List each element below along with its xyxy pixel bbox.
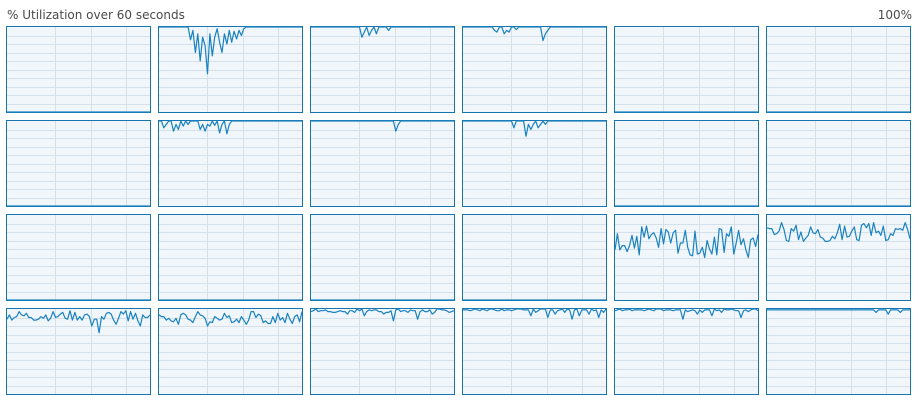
core-graph-svg (462, 214, 607, 301)
core-graph (766, 214, 911, 301)
core-graph (766, 120, 911, 207)
core-graph-svg (614, 120, 759, 207)
utilization-line (6, 310, 151, 334)
core-graph-svg (310, 26, 455, 113)
core-graph-svg (462, 308, 607, 395)
max-scale-label: 100% (877, 8, 912, 22)
core-graph-svg (6, 120, 151, 207)
core-graph-svg (158, 26, 303, 113)
core-graph-svg (766, 120, 911, 207)
core-graph (614, 308, 759, 395)
utilization-line (159, 26, 302, 75)
utilization-line (463, 308, 607, 320)
core-graph (614, 214, 759, 301)
graph-frame (614, 308, 759, 395)
utilization-line (463, 26, 606, 42)
core-graph-svg (310, 120, 455, 207)
utilization-line (463, 120, 606, 137)
core-graph-svg (310, 214, 455, 301)
graph-frame (6, 214, 151, 301)
utilization-line (614, 225, 759, 259)
core-graph-svg (310, 308, 455, 395)
core-graph-svg (158, 214, 303, 301)
graph-frame (158, 214, 303, 301)
graph-frame (310, 26, 455, 113)
core-graph-svg (614, 214, 759, 301)
graph-frame (6, 120, 151, 207)
core-graph (310, 214, 455, 301)
core-graph (462, 26, 607, 113)
core-graph-svg (6, 308, 151, 395)
graph-frame (158, 120, 303, 207)
core-graph (766, 308, 911, 395)
graph-frame (462, 120, 607, 207)
core-graph-svg (462, 26, 607, 113)
graph-frame (614, 214, 759, 301)
core-graph-svg (158, 120, 303, 207)
core-graph-svg (766, 214, 911, 301)
core-graph (6, 26, 151, 113)
core-graph-svg (462, 120, 607, 207)
utilization-line (158, 311, 303, 327)
core-graph (310, 308, 455, 395)
utilization-line (766, 222, 911, 242)
graph-frame (310, 308, 455, 395)
core-graph-svg (766, 308, 911, 395)
graph-frame (614, 26, 759, 113)
core-graph (614, 26, 759, 113)
core-graph (310, 120, 455, 207)
graph-frame (462, 214, 607, 301)
core-graph (614, 120, 759, 207)
graph-frame (766, 26, 911, 113)
utilization-line (767, 309, 910, 315)
core-graph (6, 214, 151, 301)
core-graph (462, 120, 607, 207)
core-graph-svg (158, 308, 303, 395)
utilization-line (614, 308, 759, 320)
core-graph (6, 120, 151, 207)
core-graph-svg (766, 26, 911, 113)
core-graph-svg (6, 26, 151, 113)
core-graph-grid (6, 26, 914, 397)
core-graph-svg (614, 26, 759, 113)
graph-frame (462, 308, 607, 395)
graph-frame (614, 120, 759, 207)
graph-title: % Utilization over 60 seconds (7, 8, 185, 22)
utilization-line (159, 120, 302, 135)
core-graph (462, 308, 607, 395)
graph-frame (158, 26, 303, 113)
graph-frame (766, 120, 911, 207)
graph-frame (462, 26, 607, 113)
graph-frame (158, 308, 303, 395)
core-graph (766, 26, 911, 113)
core-graph (158, 120, 303, 207)
core-graph (6, 308, 151, 395)
graph-frame (766, 308, 911, 395)
core-graph-svg (6, 214, 151, 301)
utilization-line (310, 308, 455, 322)
graph-frame (310, 214, 455, 301)
utilization-line (311, 26, 454, 38)
core-graph (158, 308, 303, 395)
core-graph-svg (614, 308, 759, 395)
graph-frame (310, 120, 455, 207)
core-graph (158, 214, 303, 301)
core-graph (158, 26, 303, 113)
core-graph (310, 26, 455, 113)
utilization-line (311, 120, 454, 132)
graph-frame (6, 26, 151, 113)
graph-frame (6, 308, 151, 395)
core-graph (462, 214, 607, 301)
